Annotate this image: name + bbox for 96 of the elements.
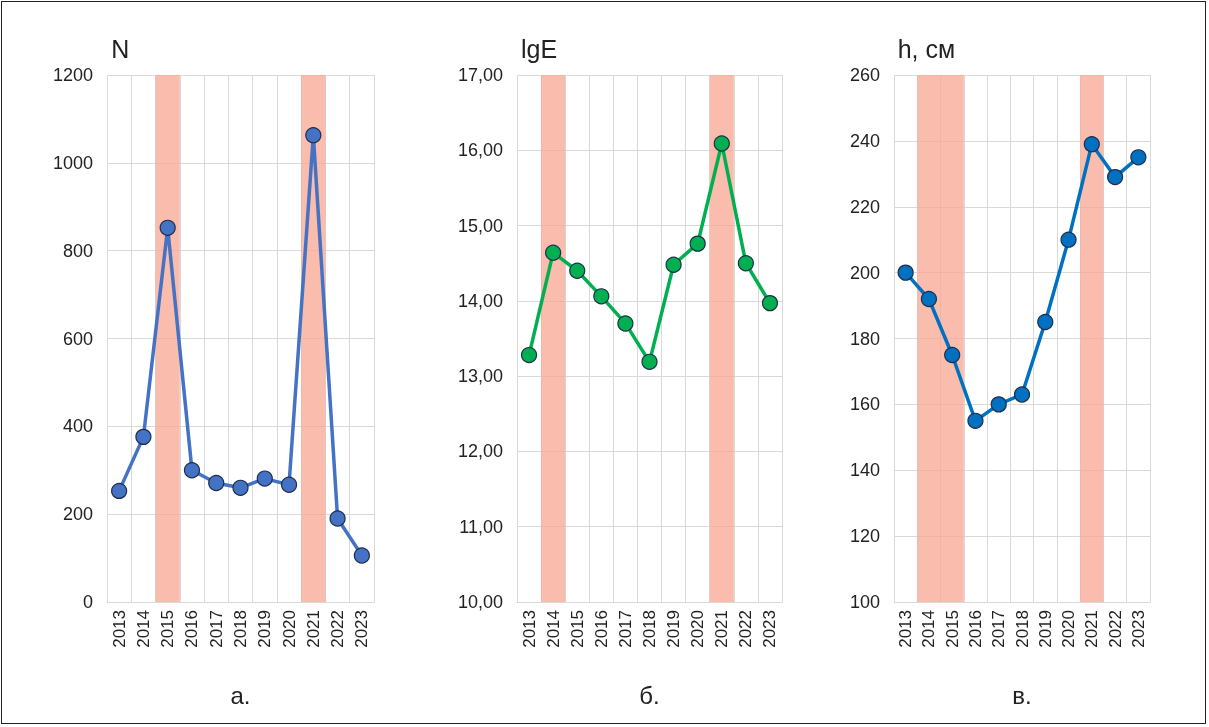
- x-tick-label: 2022: [328, 610, 348, 648]
- x-tick-label: 2022: [736, 610, 756, 648]
- point: [967, 412, 984, 429]
- x-tick-label: 2013: [109, 610, 129, 648]
- point: [689, 235, 706, 252]
- point: [208, 474, 225, 492]
- y-tick-label: 10,00: [457, 592, 503, 612]
- x-tick-label: 2018: [231, 610, 250, 648]
- point: [159, 219, 176, 236]
- point: [1060, 231, 1077, 248]
- x-tick-label: 2020: [1059, 610, 1079, 648]
- point: [353, 547, 370, 564]
- x-tick-label: 2019: [255, 610, 275, 648]
- point: [665, 256, 682, 273]
- point: [135, 428, 152, 445]
- point: [593, 288, 610, 305]
- x-tick-label: 2023: [1128, 610, 1148, 648]
- point: [569, 262, 586, 279]
- x-tick-label: 2020: [688, 610, 708, 648]
- x-tick-label: 2014: [543, 610, 563, 648]
- y-tick-label: 140: [849, 460, 880, 481]
- point: [944, 346, 961, 364]
- y-tick-label: 200: [62, 504, 93, 525]
- x-tick-label: 2016: [182, 610, 202, 648]
- y-tick-label: 0: [82, 592, 93, 612]
- point: [183, 462, 201, 479]
- point: [761, 295, 779, 312]
- point: [520, 346, 538, 364]
- x-tick-label: 2023: [760, 610, 780, 648]
- x-tick-label: 2015: [942, 610, 962, 648]
- y-tick-label: 1200: [52, 65, 93, 85]
- point: [1037, 313, 1054, 331]
- point: [280, 476, 298, 493]
- x-tick-label: 2020: [279, 610, 299, 648]
- y-tick-label: 120: [849, 526, 880, 547]
- y-tick-label: 16,00: [457, 140, 503, 161]
- x-tick-label: 2017: [615, 610, 635, 648]
- point: [990, 396, 1007, 413]
- x-tick-label: 2015: [567, 610, 587, 648]
- y-tick-label: 220: [849, 196, 880, 217]
- x-tick-label: 2017: [989, 610, 1009, 648]
- y-tick-label: 1000: [52, 152, 93, 173]
- x-tick-label: 2013: [896, 610, 916, 648]
- x-tick-label: 2017: [206, 610, 226, 648]
- x-tick-label: 2013: [519, 610, 539, 648]
- point: [737, 255, 754, 272]
- point: [545, 244, 562, 261]
- point: [897, 264, 914, 281]
- x-tick-label: 2014: [919, 610, 939, 648]
- y-tick-label: 240: [849, 130, 880, 151]
- text: б.: [638, 682, 661, 710]
- point: [713, 135, 730, 152]
- x-tick-label: 2021: [1082, 610, 1102, 648]
- y-tick-label: 200: [849, 262, 880, 283]
- x-tick-label: 2016: [591, 610, 611, 648]
- y-tick-label: 12,00: [457, 441, 503, 462]
- y-tick-label: 180: [849, 328, 880, 349]
- text: в.: [1011, 682, 1033, 710]
- y-tick-label: 15,00: [457, 215, 503, 236]
- text: а.: [229, 682, 252, 710]
- y-axis-title: N: [111, 34, 130, 63]
- point: [1107, 169, 1124, 186]
- y-tick-label: 14,00: [457, 290, 503, 311]
- point: [920, 290, 938, 308]
- y-tick-label: 400: [62, 416, 93, 437]
- point: [641, 353, 658, 370]
- x-tick-label: 2018: [640, 610, 659, 648]
- x-tick-label: 2021: [712, 610, 732, 648]
- x-tick-label: 2015: [158, 610, 178, 648]
- y-tick-label: 800: [62, 240, 93, 261]
- x-tick-label: 2022: [1105, 610, 1125, 648]
- y-tick-label: 17,00: [457, 65, 503, 85]
- y-axis-title: h, см: [897, 34, 956, 63]
- point: [232, 479, 249, 496]
- point: [1013, 386, 1031, 403]
- x-tick-label: 2019: [664, 610, 684, 648]
- point: [256, 470, 273, 487]
- point: [1130, 149, 1147, 166]
- y-tick-label: 600: [62, 328, 93, 349]
- y-tick-label: 160: [849, 394, 880, 415]
- x-tick-label: 2023: [352, 610, 372, 648]
- y-axis-title: lgE: [521, 34, 558, 63]
- point: [305, 127, 322, 144]
- x-tick-label: 2021: [303, 610, 323, 648]
- x-tick-label: 2014: [133, 610, 153, 648]
- point: [1083, 136, 1100, 153]
- point: [329, 510, 346, 527]
- y-tick-label: 260: [849, 65, 880, 85]
- y-tick-label: 11,00: [459, 516, 503, 537]
- point: [617, 315, 634, 332]
- point: [111, 482, 128, 499]
- x-tick-label: 2018: [1012, 610, 1032, 648]
- y-tick-label: 100: [849, 592, 880, 612]
- y-tick-label: 13,00: [457, 366, 503, 387]
- x-tick-label: 2019: [1035, 610, 1055, 648]
- x-tick-label: 2016: [965, 610, 985, 648]
